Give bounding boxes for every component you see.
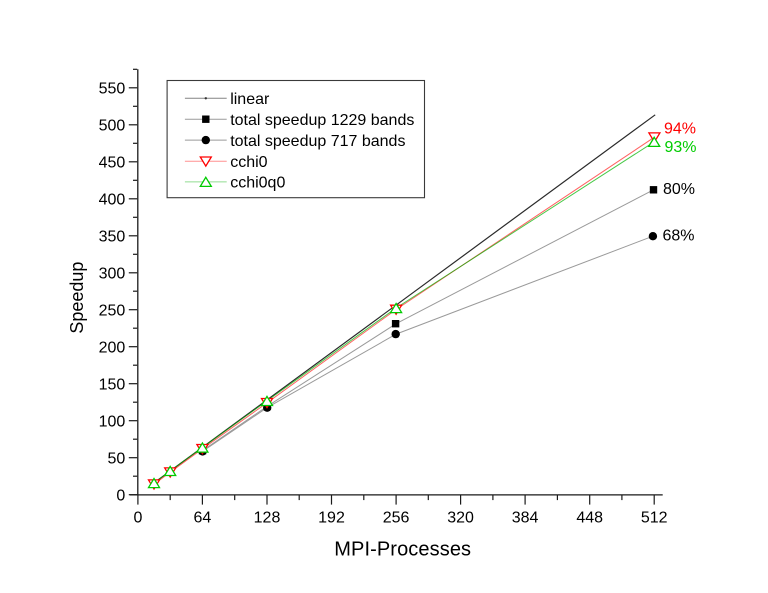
svg-text:200: 200: [99, 339, 126, 356]
svg-text:256: 256: [383, 510, 410, 527]
svg-text:192: 192: [318, 510, 345, 527]
svg-text:80%: 80%: [663, 181, 695, 198]
svg-text:512: 512: [641, 510, 668, 527]
svg-text:500: 500: [99, 118, 126, 135]
svg-text:Speedup: Speedup: [67, 262, 87, 334]
svg-text:total speedup 717 bands: total speedup 717 bands: [230, 133, 405, 150]
svg-text:MPI-Processes: MPI-Processes: [334, 539, 471, 561]
svg-text:250: 250: [99, 302, 126, 319]
svg-text:total speedup 1229 bands: total speedup 1229 bands: [230, 112, 414, 129]
svg-text:400: 400: [99, 192, 126, 209]
svg-text:300: 300: [99, 266, 126, 283]
svg-text:100: 100: [99, 413, 126, 430]
svg-text:450: 450: [99, 155, 126, 172]
svg-text:384: 384: [512, 510, 539, 527]
svg-text:150: 150: [99, 376, 126, 393]
svg-text:cchi0: cchi0: [230, 154, 267, 171]
svg-text:linear: linear: [230, 91, 270, 108]
svg-text:350: 350: [99, 229, 126, 246]
svg-text:0: 0: [116, 487, 125, 504]
svg-text:93%: 93%: [665, 139, 697, 156]
svg-text:128: 128: [254, 510, 281, 527]
svg-text:0: 0: [133, 510, 142, 527]
svg-text:68%: 68%: [663, 228, 695, 245]
svg-text:94%: 94%: [664, 121, 696, 138]
svg-text:448: 448: [576, 510, 603, 527]
svg-text:50: 50: [108, 450, 126, 467]
svg-text:320: 320: [447, 510, 474, 527]
svg-text:cchi0q0: cchi0q0: [230, 175, 285, 192]
svg-text:550: 550: [99, 81, 126, 98]
svg-text:64: 64: [194, 510, 212, 527]
